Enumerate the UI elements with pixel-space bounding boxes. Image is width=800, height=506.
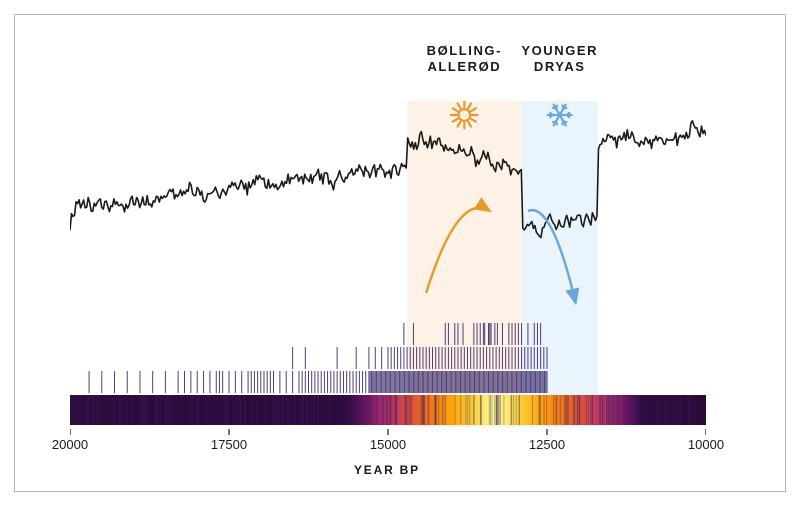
x-axis-label: YEAR BP <box>354 463 420 477</box>
events-row-3 <box>89 371 547 393</box>
plot-area <box>70 43 706 445</box>
temperature-line <box>70 121 706 238</box>
period-label-younger-dryas: YOUNGER DRYAS <box>521 43 598 74</box>
events-row-2 <box>293 347 547 369</box>
heatmap-right-cap <box>696 395 706 425</box>
x-tick-label: 10000 <box>688 437 724 452</box>
plot-svg <box>70 43 706 445</box>
x-tick-label: 12500 <box>529 437 565 452</box>
heatmap-stripes <box>71 395 703 425</box>
x-tick-label: 17500 <box>211 437 247 452</box>
x-tick-label: 20000 <box>52 437 88 452</box>
x-tick-label: 15000 <box>370 437 406 452</box>
period-label-bolling-allerod: BØLLING- ALLERØD <box>427 43 502 74</box>
chart-frame: BØLLING- ALLERØD YOUNGER DRYAS 20000 1750… <box>14 14 786 492</box>
